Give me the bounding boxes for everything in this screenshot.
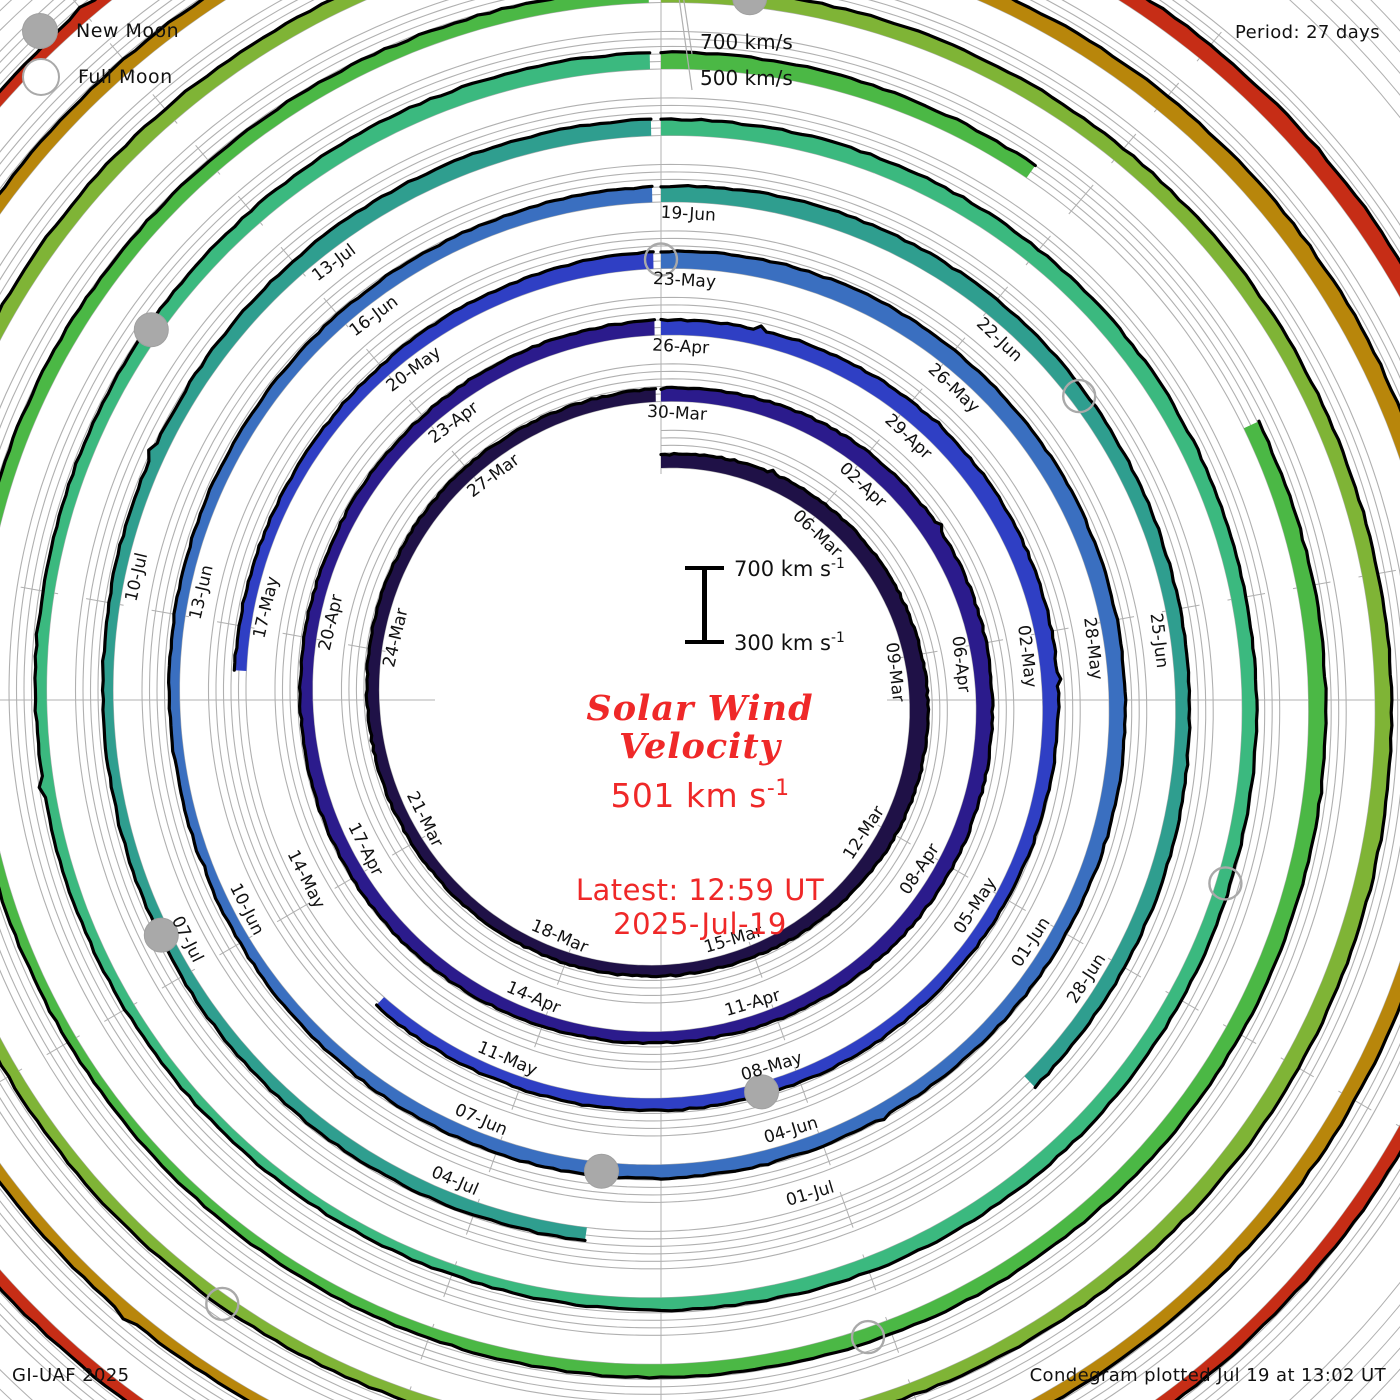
plotted-label: Condegram plotted Jul 19 at 13:02 UT xyxy=(1029,1365,1386,1386)
period-label: Period: 27 days xyxy=(1234,22,1380,43)
legend-item-full-moon: Full Moon xyxy=(22,54,179,100)
svg-text:26-Apr: 26-Apr xyxy=(652,335,710,358)
new-moon-icon xyxy=(22,13,58,49)
axis-label-500: 500 km/s xyxy=(700,66,793,90)
credit-label: GI-UAF 2025 xyxy=(12,1365,130,1386)
legend-item-new-moon: New Moon xyxy=(22,8,179,54)
readout-value: 501 km s-1 xyxy=(610,775,790,815)
moon-legend: New Moon Full Moon xyxy=(22,8,179,100)
full-moon-icon xyxy=(22,58,60,96)
legend-label-new-moon: New Moon xyxy=(76,20,180,42)
velocity-scale-bar: 700 km s-1 300 km s-1 xyxy=(676,556,906,656)
readout-title-line2: Velocity xyxy=(619,725,781,767)
legend-label-full-moon: Full Moon xyxy=(78,66,173,88)
svg-text:30-Mar: 30-Mar xyxy=(647,402,708,425)
date-label: 26-Apr xyxy=(652,335,710,358)
readout-latest-time: Latest: 12:59 UT xyxy=(575,872,825,907)
svg-text:23-May: 23-May xyxy=(653,269,717,292)
readout-latest-date: 2025-Jul-19 xyxy=(613,906,787,941)
svg-text:19-Jun: 19-Jun xyxy=(660,203,716,226)
date-label: 23-May xyxy=(653,269,717,292)
center-readout: Solar Wind Velocity 501 km s-1 Latest: 1… xyxy=(430,690,970,941)
date-label: 19-Jun xyxy=(660,203,716,226)
readout-latest: Latest: 12:59 UT 2025-Jul-19 xyxy=(430,873,970,941)
date-label: 30-Mar xyxy=(647,402,708,425)
scale-bar-bottom-cap xyxy=(685,640,724,644)
moon-phase-markers xyxy=(133,0,1243,1355)
axis-callout-lines xyxy=(678,0,693,91)
readout-title-line1: Solar Wind xyxy=(586,688,814,729)
scale-bar-bottom-label: 300 km s-1 xyxy=(734,630,845,655)
axis-label-700: 700 km/s xyxy=(700,30,793,54)
readout-title: Solar Wind Velocity xyxy=(430,690,970,766)
scale-bar-top-label: 700 km s-1 xyxy=(734,556,845,581)
scale-bar-stem xyxy=(702,566,707,644)
